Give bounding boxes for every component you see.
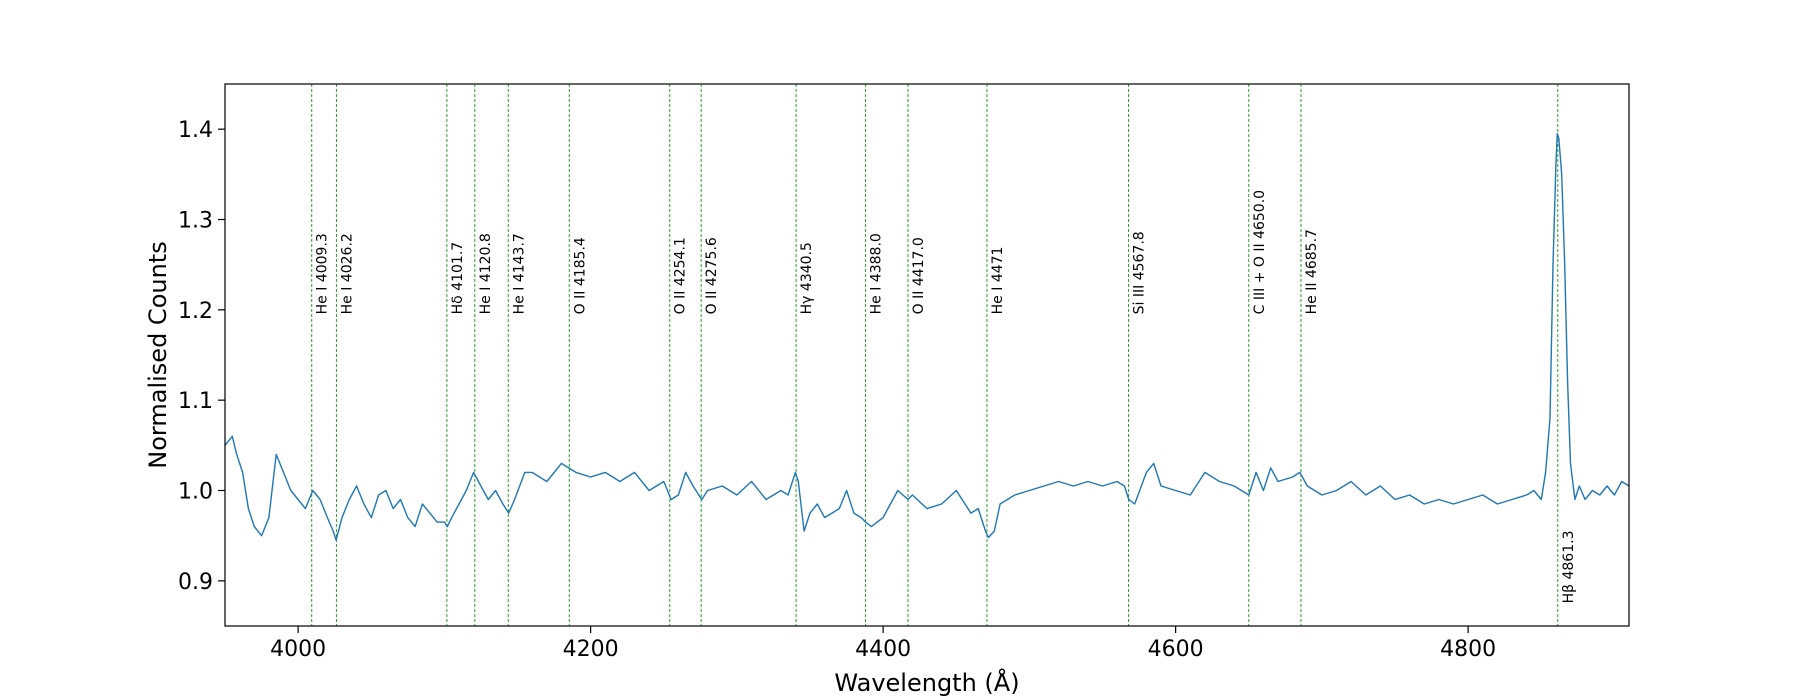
- line-label-5: O II 4185.4: [572, 237, 588, 314]
- line-label-0: He I 4009.3: [315, 233, 331, 314]
- line-label-10: O II 4417.0: [911, 237, 927, 314]
- line-label-15: Hβ 4861.3: [1561, 531, 1577, 604]
- y-tick-label: 1.1: [178, 389, 213, 414]
- plot-frame: [224, 83, 1630, 627]
- line-label-2: Hδ 4101.7: [450, 242, 466, 315]
- x-tick-label: 4200: [563, 637, 619, 662]
- x-tick-label: 4600: [1148, 637, 1204, 662]
- line-label-1: He I 4026.2: [339, 233, 355, 314]
- line-label-12: Si III 4567.8: [1132, 231, 1148, 314]
- x-tick-label: 4800: [1440, 637, 1496, 662]
- spectrum-line: [224, 133, 1630, 541]
- y-axis-title: Normalised Counts: [144, 241, 172, 468]
- line-label-6: O II 4254.1: [673, 237, 689, 314]
- line-label-7: O II 4275.6: [704, 237, 720, 314]
- series-group: [224, 133, 1630, 541]
- y-tick-label: 1.4: [178, 118, 213, 143]
- y-tick-label: 1.3: [178, 209, 213, 234]
- y-axis-ticks: 0.9 1.0 1.1 1.2 1.3 1.4: [178, 118, 225, 595]
- line-label-8: Hγ 4340.5: [799, 242, 815, 314]
- y-tick-label: 0.9: [178, 570, 213, 595]
- line-label-4: He I 4143.7: [511, 233, 527, 314]
- x-axis-title: Wavelength (Å): [834, 668, 1019, 697]
- line-label-13: C III + O II 4650.0: [1252, 190, 1268, 314]
- x-tick-label: 4000: [270, 637, 326, 662]
- line-label-9: He I 4388.0: [869, 233, 885, 314]
- line-markers: [311, 84, 1559, 626]
- y-tick-label: 1.2: [178, 299, 213, 324]
- x-tick-label: 4400: [855, 637, 911, 662]
- line-label-14: He II 4685.7: [1304, 229, 1320, 314]
- line-label-11: He I 4471: [990, 247, 1006, 315]
- x-axis-ticks: 4000 4200 4400 4600 4800: [270, 626, 1496, 662]
- y-tick-label: 1.0: [178, 480, 213, 505]
- line-labels: He I 4009.3 He I 4026.2 Hδ 4101.7 He I 4120…: [315, 190, 1577, 603]
- line-label-3: He I 4120.8: [478, 233, 494, 314]
